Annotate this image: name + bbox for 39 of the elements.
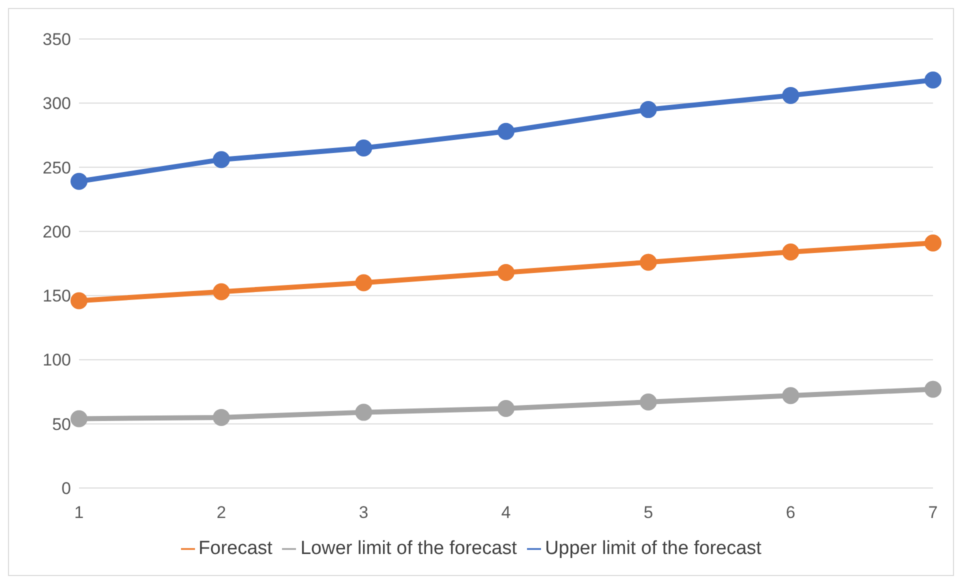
y-tick-label: 0 bbox=[62, 479, 71, 498]
point bbox=[640, 101, 657, 118]
y-tick-label: 300 bbox=[42, 94, 71, 114]
point bbox=[70, 410, 88, 428]
point bbox=[782, 243, 800, 260]
legend-label: Forecast bbox=[198, 538, 272, 559]
y-tick-label: 250 bbox=[42, 158, 71, 178]
legend-label: Lower limit of the forecast bbox=[300, 538, 517, 559]
point bbox=[70, 172, 88, 190]
x-tick-label: 3 bbox=[358, 503, 368, 522]
point bbox=[924, 234, 942, 252]
point bbox=[640, 254, 657, 271]
y-tick-label: 200 bbox=[42, 222, 71, 242]
x-tick-label: 2 bbox=[216, 503, 226, 522]
point bbox=[640, 394, 657, 411]
point bbox=[498, 264, 514, 281]
x-tick-label: 1 bbox=[74, 503, 84, 522]
point bbox=[498, 400, 514, 417]
y-tick-label: 100 bbox=[42, 350, 71, 370]
point bbox=[212, 408, 230, 426]
point bbox=[212, 151, 230, 168]
point bbox=[924, 72, 942, 89]
point bbox=[355, 140, 372, 157]
y-tick-label: 350 bbox=[42, 30, 71, 50]
x-tick-label: 7 bbox=[928, 503, 938, 522]
point bbox=[924, 380, 942, 398]
legend-label: Upper limit of the forecast bbox=[544, 538, 762, 559]
point bbox=[498, 122, 514, 140]
point bbox=[782, 86, 800, 104]
x-tick-label: 5 bbox=[644, 503, 654, 522]
x-tick-label: 4 bbox=[501, 503, 511, 522]
point bbox=[212, 283, 230, 300]
x-tick-label: 6 bbox=[786, 503, 796, 522]
point bbox=[782, 387, 800, 404]
point bbox=[355, 274, 372, 292]
point bbox=[355, 404, 372, 421]
y-tick-label: 50 bbox=[52, 414, 71, 434]
point bbox=[70, 292, 88, 310]
y-tick-label: 150 bbox=[42, 286, 71, 306]
